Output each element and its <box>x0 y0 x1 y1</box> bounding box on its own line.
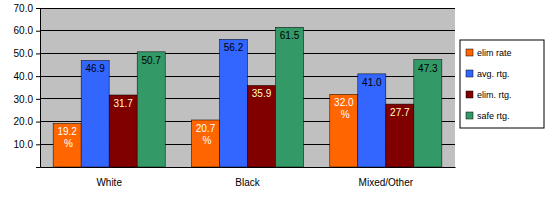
x-axis-line <box>41 167 456 168</box>
legend-swatch <box>466 112 473 119</box>
y-tick-label: 40.0 <box>14 71 34 82</box>
bar <box>358 74 386 167</box>
bar <box>53 123 81 167</box>
y-tick: 30.0 <box>14 94 40 105</box>
y-tick-mark <box>36 122 40 123</box>
y-axis-line <box>36 9 41 168</box>
data-label: 20.7 % <box>196 123 216 146</box>
legend-box <box>460 40 544 128</box>
y-tick-mark <box>36 76 40 77</box>
data-label: 41.0 <box>362 77 382 88</box>
x-tick: Mixed/Other <box>359 167 414 188</box>
bar <box>191 120 219 167</box>
y-tick: 20.0 <box>14 116 40 127</box>
legend-swatch <box>466 91 473 98</box>
legend-swatch <box>466 70 473 77</box>
data-label: 19.2 % <box>57 126 77 149</box>
y-tick-label: 30.0 <box>14 94 34 105</box>
data-label: 46.9 <box>85 63 105 74</box>
y-tick-mark <box>36 99 40 100</box>
x-axis: White Black Mixed/Other <box>41 167 456 188</box>
y-tick-label: 50.0 <box>14 48 34 59</box>
data-label: 31.7 <box>113 98 133 109</box>
legend-label: avg. rtg. <box>477 69 510 79</box>
y-tick: 50.0 <box>14 48 40 59</box>
y-tick-mark <box>36 144 40 145</box>
bar <box>330 94 358 167</box>
y-tick: 40.0 <box>14 71 40 82</box>
y-tick: 70.0 <box>14 3 40 14</box>
data-label: 32.0 % <box>334 97 354 120</box>
data-label: 50.7 <box>141 55 161 66</box>
x-tick-label: White <box>96 177 122 188</box>
y-tick: 60.0 <box>14 25 40 36</box>
x-tick: Black <box>235 167 260 188</box>
data-label: 47.3 <box>418 63 438 74</box>
chart: 10.0 20.0 30.0 40.0 50.0 60.0 70.0 White Black Mi… <box>0 0 550 205</box>
legend-label: elim rate <box>477 48 512 58</box>
legend: elim rate avg. rtg. elim. rtg. safe rtg. <box>460 40 544 128</box>
grid-line <box>40 8 455 9</box>
y-tick-mark <box>36 8 40 9</box>
data-labels: 19.2 % 20.7 % 32.0 % 46.9 56.2 41.0 31.7 35.9 27… <box>57 30 438 149</box>
y-tick-label: 20.0 <box>14 116 34 127</box>
grid-line <box>40 30 455 31</box>
bar <box>109 95 137 167</box>
bars <box>53 27 442 167</box>
bar <box>414 60 442 167</box>
bar <box>137 52 165 167</box>
bar <box>386 104 414 167</box>
data-label: 56.2 <box>224 42 244 53</box>
legend-swatch <box>466 49 473 56</box>
legend-label: elim. rtg. <box>477 90 512 100</box>
y-tick-label: 60.0 <box>14 25 34 36</box>
bar <box>248 85 276 167</box>
bar <box>219 39 247 167</box>
data-label: 27.7 <box>390 107 410 118</box>
x-tick-label: Black <box>235 177 260 188</box>
y-axis: 10.0 20.0 30.0 40.0 50.0 60.0 70.0 <box>14 3 41 168</box>
legend-label: safe rtg. <box>477 111 510 121</box>
x-tick: White <box>96 167 122 188</box>
y-tick-mark <box>36 31 40 32</box>
data-label: 61.5 <box>280 30 300 41</box>
y-tick-label: 10.0 <box>14 139 34 150</box>
bar <box>276 27 304 167</box>
bar <box>81 60 109 167</box>
plot-background <box>40 8 455 167</box>
y-tick-label: 70.0 <box>14 3 34 14</box>
y-tick-mark <box>36 53 40 54</box>
y-tick: 10.0 <box>14 139 40 150</box>
data-label: 35.9 <box>252 88 272 99</box>
x-tick-label: Mixed/Other <box>359 177 414 188</box>
plot: 10.0 20.0 30.0 40.0 50.0 60.0 70.0 White Black Mi… <box>14 3 456 188</box>
